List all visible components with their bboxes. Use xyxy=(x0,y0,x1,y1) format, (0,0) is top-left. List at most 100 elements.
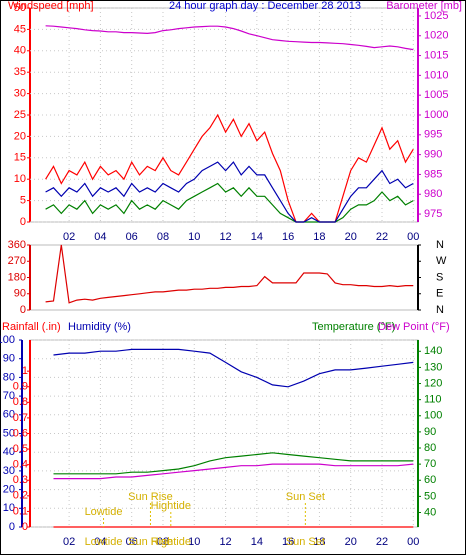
y-tick-label: 0.9 xyxy=(13,381,28,393)
x-tick-label: 12 xyxy=(219,536,231,548)
y-tick-label: N xyxy=(436,239,444,251)
y-tick-label: 10 xyxy=(3,502,15,514)
y-tick-label: 0 xyxy=(9,521,15,533)
x-tick-label: 04 xyxy=(94,536,106,548)
annotation-axis-label: Sun Set xyxy=(286,536,325,548)
y-tick-label: 1020 xyxy=(424,30,448,42)
y-tick-label: 0.8 xyxy=(13,396,28,408)
series-line xyxy=(53,348,414,388)
annotation-label: Sun Rise xyxy=(128,491,173,503)
y-tick-label: 10 xyxy=(14,173,26,185)
x-tick-label: 22 xyxy=(376,536,388,548)
y-tick-label: 0 xyxy=(22,521,28,533)
series-line xyxy=(45,25,414,51)
annotation-axis-label: Sun Rise xyxy=(128,536,173,548)
y-tick-label: 1015 xyxy=(424,49,448,61)
x-tick-label: 04 xyxy=(94,231,106,243)
y-axis-title: Windspeed [mph] xyxy=(8,0,94,12)
y-tick-label: 70 xyxy=(424,458,436,470)
y-tick-label: 360 xyxy=(8,239,26,251)
x-tick-label: 08 xyxy=(157,231,169,243)
series-line xyxy=(53,463,414,480)
x-tick-label: 02 xyxy=(63,536,75,548)
y-tick-label: 40 xyxy=(3,446,15,458)
y-tick-label: 30 xyxy=(14,88,26,100)
y-tick-label: 15 xyxy=(14,152,26,164)
y-tick-label: 180 xyxy=(8,271,26,283)
x-tick-label: 14 xyxy=(251,231,263,243)
y-tick-label: 50 xyxy=(3,427,15,439)
annotation-label: Sun Set xyxy=(286,491,325,503)
y-tick-label: 90 xyxy=(424,426,436,438)
y-tick-label: 20 xyxy=(3,484,15,496)
y-axis-title: Humidity (%) xyxy=(68,321,131,333)
series-line xyxy=(45,182,414,223)
y-tick-label: 100 xyxy=(424,410,442,422)
chart-title: 24 hour graph day : December 28 2013 xyxy=(169,0,361,12)
series-line xyxy=(45,244,414,304)
series-line xyxy=(45,113,414,223)
annotation-label: Hightide xyxy=(151,500,191,512)
y-tick-label: 1005 xyxy=(424,89,448,101)
y-tick-label: 130 xyxy=(424,361,442,373)
y-tick-label: 50 xyxy=(14,2,26,14)
y-tick-label: 110 xyxy=(424,394,442,406)
x-tick-label: 06 xyxy=(126,231,138,243)
y-tick-label: 30 xyxy=(3,465,15,477)
y-tick-label: 60 xyxy=(3,409,15,421)
x-tick-label: 18 xyxy=(313,231,325,243)
y-tick-label: 1010 xyxy=(424,69,448,81)
y-tick-label: 70 xyxy=(3,390,15,402)
x-tick-label: 00 xyxy=(407,231,419,243)
y-tick-label: 100 xyxy=(0,334,15,346)
y-tick-label: 0 xyxy=(20,216,26,228)
legend-label: Temperature (°F) xyxy=(312,321,395,333)
legend-label: Dew Point (°F) xyxy=(378,321,450,333)
y-tick-label: 0.4 xyxy=(13,459,28,471)
y-tick-label: 80 xyxy=(3,371,15,383)
series-line xyxy=(45,161,414,223)
y-tick-label: 90 xyxy=(14,288,26,300)
y2-axis-title: Barometer [mb] xyxy=(386,0,462,12)
x-tick-label: 20 xyxy=(345,231,357,243)
y-tick-label: N xyxy=(436,304,444,316)
y-tick-label: 60 xyxy=(424,474,436,486)
y-tick-label: 5 xyxy=(20,195,26,207)
y-tick-label: 990 xyxy=(424,149,442,161)
y-tick-label: 40 xyxy=(424,506,436,518)
y-tick-label: 0.3 xyxy=(13,474,28,486)
y-tick-label: 0.2 xyxy=(13,490,28,502)
y-tick-label: 50 xyxy=(424,490,436,502)
x-tick-label: 16 xyxy=(282,231,294,243)
y-tick-label: 1025 xyxy=(424,10,448,22)
series-line xyxy=(53,452,414,475)
y-tick-label: 0 xyxy=(20,304,26,316)
x-tick-label: 14 xyxy=(251,536,263,548)
y-tick-label: 0.6 xyxy=(13,427,28,439)
y-tick-label: 20 xyxy=(14,130,26,142)
y3-axis-title: Rainfall (.in) xyxy=(2,321,61,333)
y-tick-label: 1 xyxy=(22,365,28,377)
annotation-label: Lowtide xyxy=(85,506,123,518)
y-tick-label: 985 xyxy=(424,168,442,180)
y-tick-label: S xyxy=(436,271,443,283)
y-tick-label: 995 xyxy=(424,129,442,141)
y-tick-label: 975 xyxy=(424,208,442,220)
x-tick-label: 10 xyxy=(188,231,200,243)
y-tick-label: 90 xyxy=(3,353,15,365)
y-tick-label: 270 xyxy=(8,255,26,267)
y-tick-label: 120 xyxy=(424,377,442,389)
y-tick-label: 0.7 xyxy=(13,412,28,424)
annotation-axis-label: Lowtide xyxy=(85,536,123,548)
y-tick-label: 40 xyxy=(14,45,26,57)
x-tick-label: 18 xyxy=(313,536,325,548)
x-tick-label: 20 xyxy=(345,536,357,548)
x-tick-label: 06 xyxy=(126,536,138,548)
y-tick-label: E xyxy=(436,288,443,300)
x-tick-label: 08 xyxy=(157,536,169,548)
y-tick-label: 140 xyxy=(424,345,442,357)
y-tick-label: 1000 xyxy=(424,109,448,121)
y-tick-label: 45 xyxy=(14,23,26,35)
